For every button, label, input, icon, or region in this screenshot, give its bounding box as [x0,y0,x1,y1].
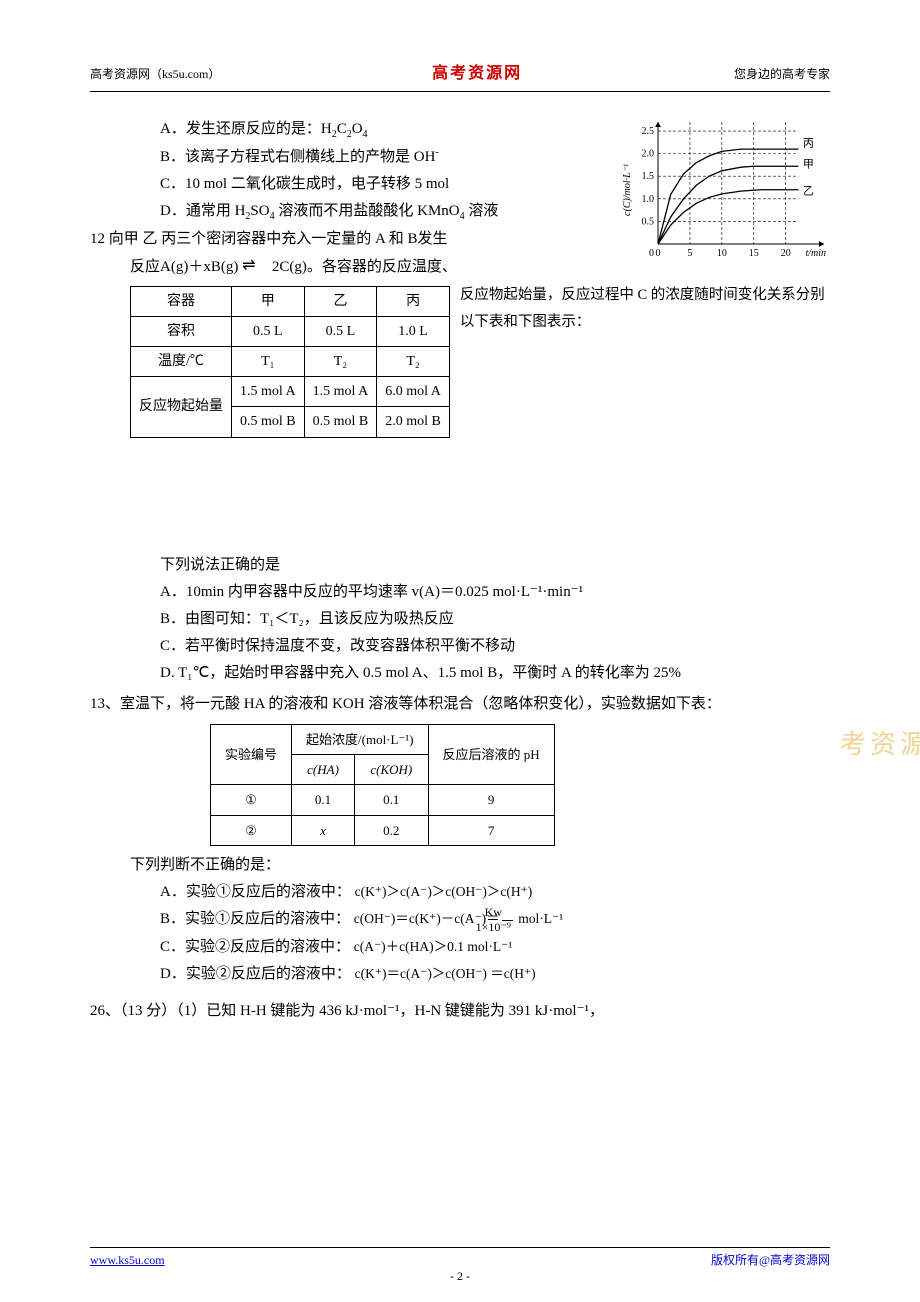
q12-option-d: D. T₁℃，起始时甲容器中充入 0.5 mol A、1.5 mol B，平衡时… [160,660,830,687]
table-row: ① 0.1 0.1 9 [211,785,555,815]
svg-text:甲: 甲 [803,158,814,170]
table-row: 温度/℃ T₁ T₂ T₂ [131,346,450,376]
svg-text:1.0: 1.0 [642,194,655,205]
q12-option-a: A．10min 内甲容器中反应的平均速率 v(A)＝0.025 mol·L⁻¹·… [160,579,830,606]
svg-text:0: 0 [649,248,654,259]
svg-text:0: 0 [656,248,661,259]
svg-text:乙: 乙 [803,184,814,197]
svg-text:5: 5 [687,248,692,259]
page-header: 高考资源网（ks5u.com） 高考资源网 您身边的高考专家 [90,60,830,92]
page-number: - 2 - [0,1266,920,1288]
q12-chart: 0 5 10 15 20 0.5 1.0 1.5 2.0 2.5 0 t/min c(C)/mol·L⁻… [620,116,830,266]
q12-option-b: B．由图可知：T₁＜T₂，且该反应为吸热反应 [160,606,830,633]
svg-text:10: 10 [717,248,727,259]
q12-prompt: 下列说法正确的是 [160,552,830,579]
svg-text:2.5: 2.5 [642,126,655,137]
q13-option-c: C．实验②反应后的溶液中： c(A⁻)＋c(HA)＞0.1 mol·L⁻¹ [160,934,830,961]
table-row: 容积 0.5 L 0.5 L 1.0 L [131,316,450,346]
svg-text:c(C)/mol·L⁻¹: c(C)/mol·L⁻¹ [622,164,633,216]
table-row: 实验编号 起始浓度/(mol·L⁻¹) 反应后溶液的 pH [211,724,555,754]
q12-option-c: C．若平衡时保持温度不变，改变容器体积平衡不移动 [160,633,830,660]
svg-text:20: 20 [781,248,791,259]
q13-option-d: D．实验②反应后的溶液中： c(K⁺)＝c(A⁻)＞c(OH⁻) ＝c(H⁺) [160,961,830,988]
svg-text:2.0: 2.0 [642,148,655,159]
q13-stem: 13、室温下，将一元酸 HA 的溶液和 KOH 溶液等体积混合（忽略体积变化），… [90,691,830,718]
svg-text:1.5: 1.5 [642,171,655,182]
header-center-logo: 高考资源网 [432,60,522,89]
q12-right-text: 反应物起始量，反应过程中 C 的浓度随时间变化关系分别以下表和下图表示： [460,282,830,337]
q13-option-b: B．实验①反应后的溶液中： c(OH⁻)＝c(K⁺)－c(A⁻)＝Kw1×10⁻… [160,906,830,934]
table-row: 容器 甲 乙 丙 [131,286,450,316]
q13-option-a: A．实验①反应后的溶液中： c(K⁺)＞c(A⁻)＞c(OH⁻)＞c(H⁺) [160,879,830,906]
svg-text:丙: 丙 [803,137,814,149]
q26-stem: 26、（13 分）（1）已知 H-H 键能为 436 kJ·mol⁻¹，H-N … [90,998,830,1025]
table-row: 反应物起始量 1.5 mol A 1.5 mol A 6.0 mol A [131,377,450,407]
header-left: 高考资源网（ks5u.com） [90,64,220,86]
svg-text:0.5: 0.5 [642,216,655,227]
svg-text:15: 15 [749,248,759,259]
document-body: 0 5 10 15 20 0.5 1.0 1.5 2.0 2.5 0 t/min c(C)/mol·L⁻… [90,116,830,1025]
watermark: 考资源网 [840,722,920,769]
q13-prompt: 下列判断不正确的是： [130,852,830,879]
q12-table: 容器 甲 乙 丙 容积 0.5 L 0.5 L 1.0 L 温度/℃ T₁ [130,286,450,438]
q13-table: 实验编号 起始浓度/(mol·L⁻¹) 反应后溶液的 pH c(HA) c(KO… [210,724,555,847]
header-right: 您身边的高考专家 [734,64,830,86]
table-row: ② x 0.2 7 [211,815,555,845]
svg-text:t/min: t/min [805,248,826,259]
